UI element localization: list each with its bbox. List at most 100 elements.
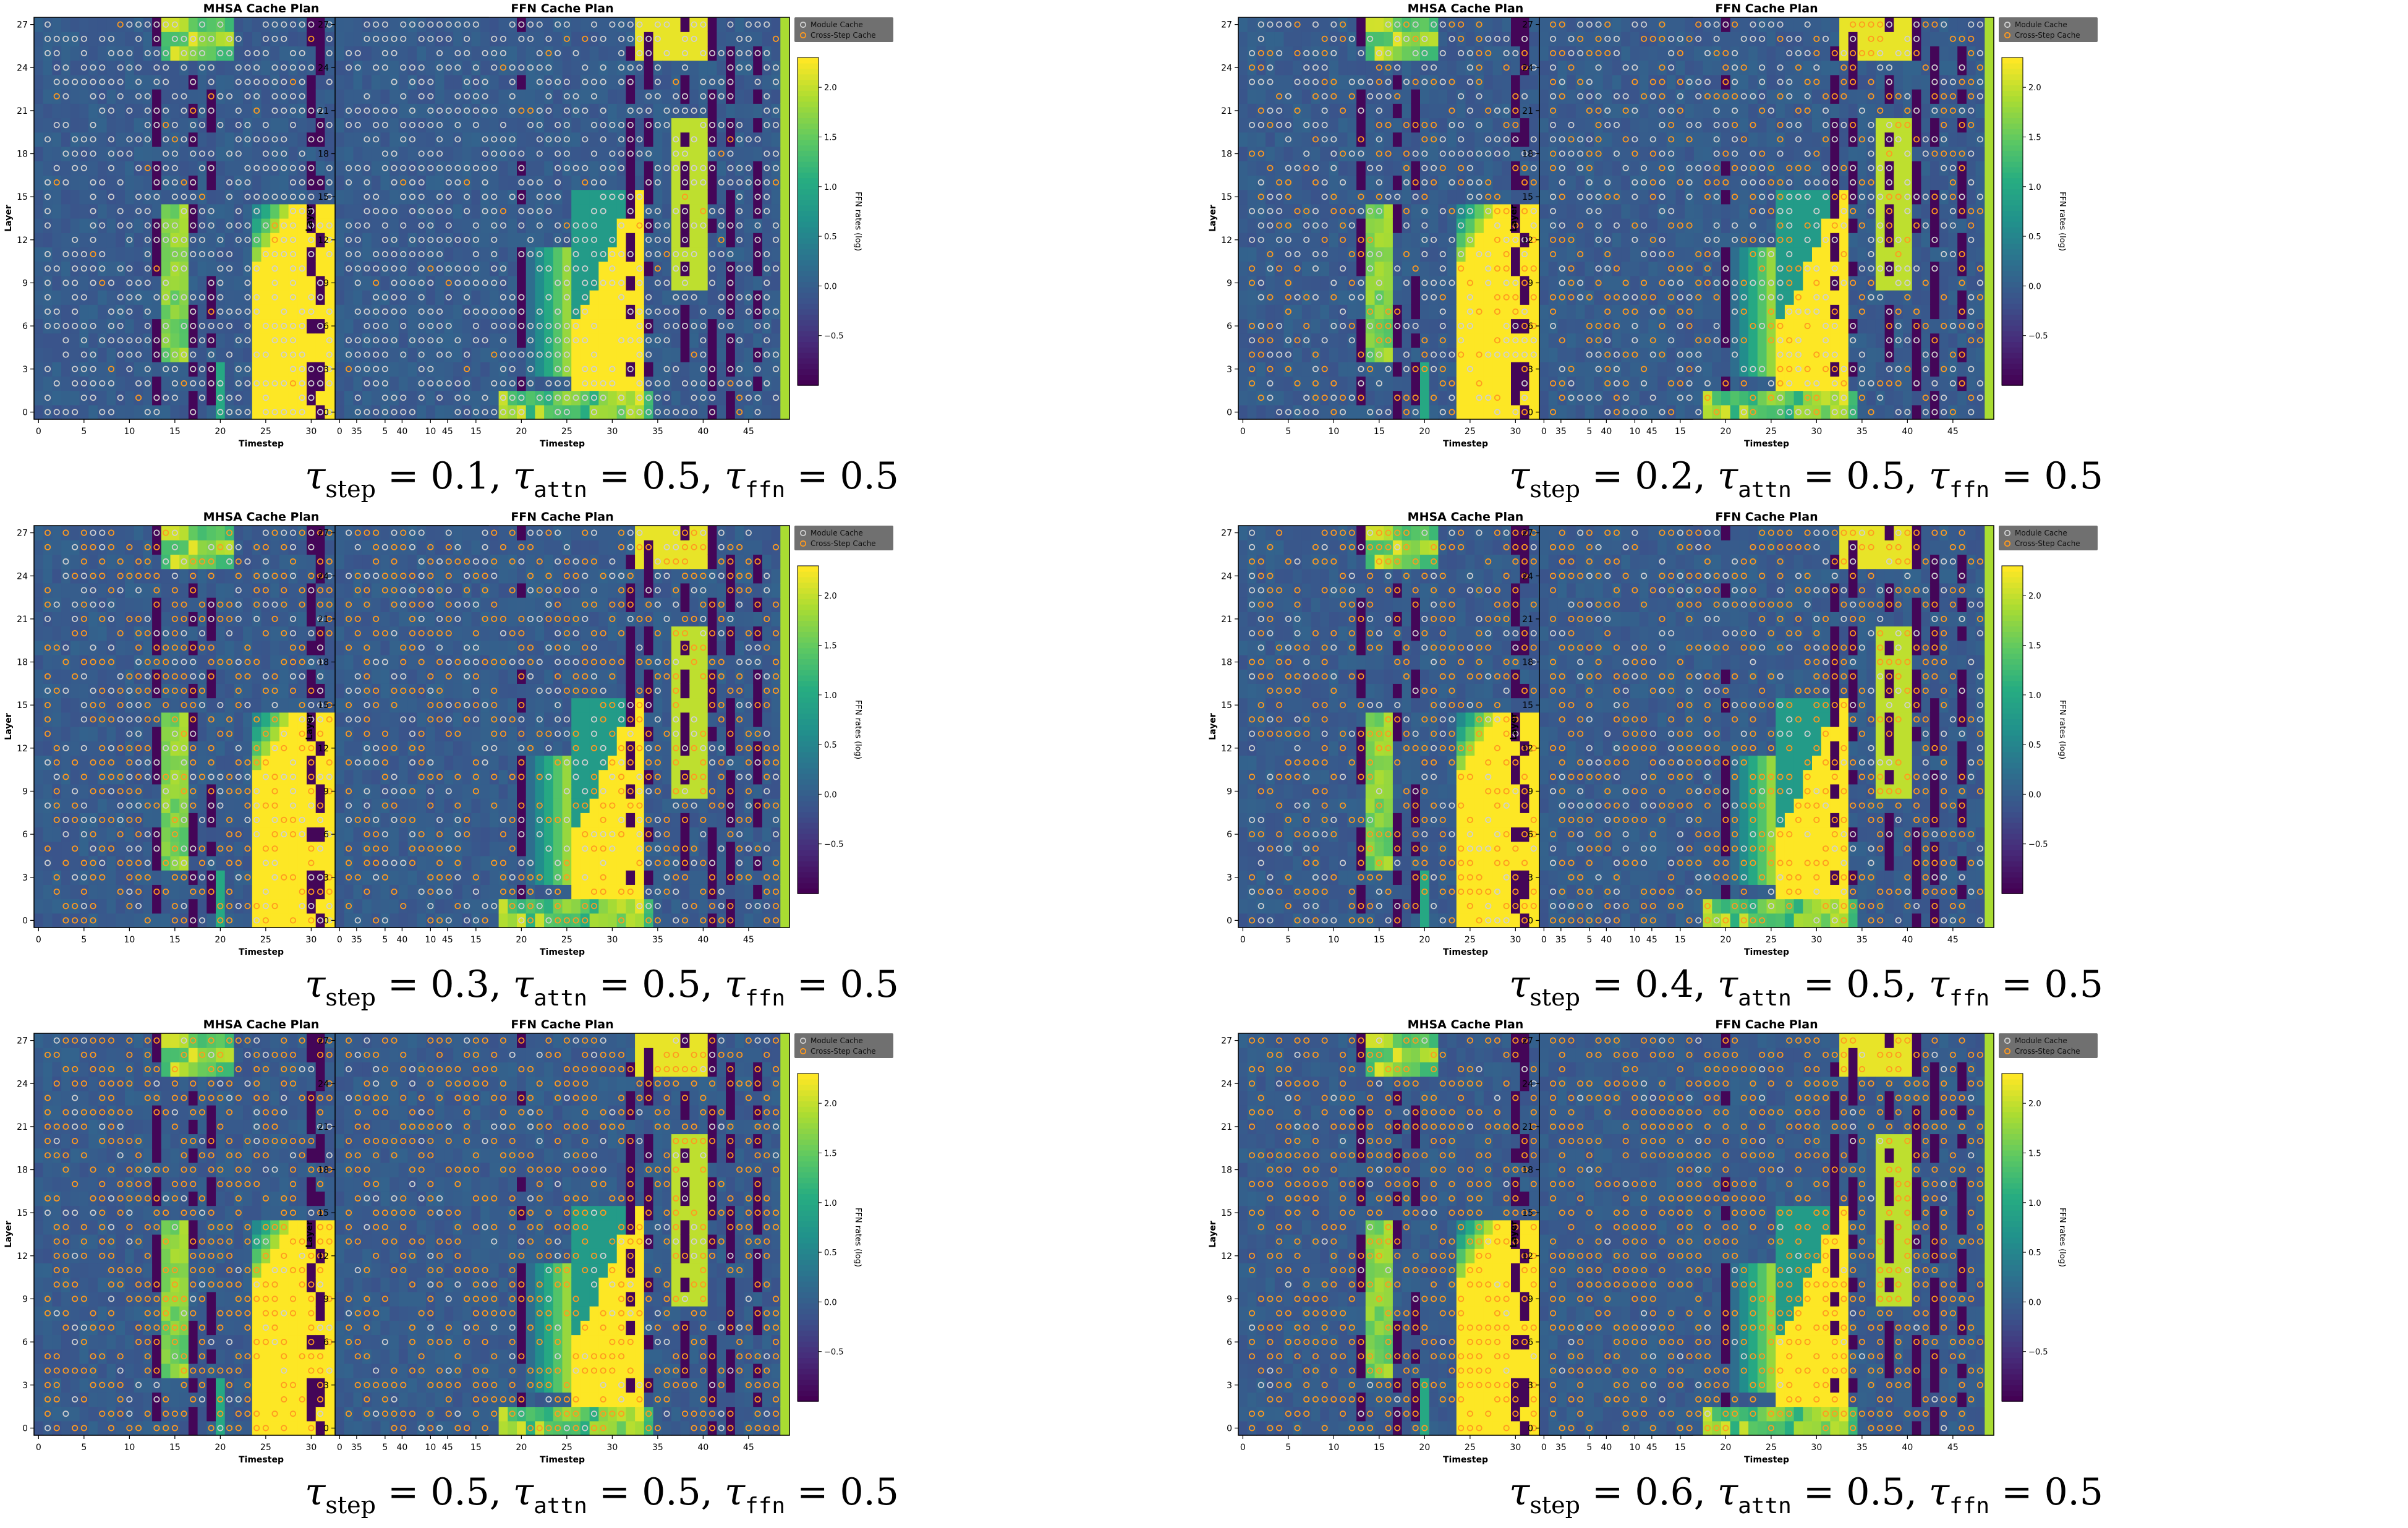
heatmap-cell <box>161 262 171 276</box>
heatmap-cell <box>472 190 481 205</box>
heatmap-cell <box>780 319 789 334</box>
heatmap-cell <box>1293 175 1302 190</box>
heatmap-cell <box>753 333 762 348</box>
heatmap-cell <box>480 233 490 247</box>
heatmap-cell <box>753 376 762 391</box>
heatmap-cell <box>444 147 453 161</box>
heatmap-cell <box>316 46 325 61</box>
heatmap-cell <box>598 362 608 377</box>
heatmap-cell <box>143 75 152 90</box>
colorbar-segment <box>798 58 819 64</box>
heatmap-cell <box>453 190 462 205</box>
heatmap-cell <box>1284 46 1293 61</box>
colorbar-segment <box>798 281 819 288</box>
heatmap-cell <box>1248 247 1257 262</box>
heatmap-cell <box>435 89 445 104</box>
heatmap-cell <box>216 32 225 46</box>
heatmap-cell <box>780 118 789 133</box>
x-tick-label: 25 <box>561 427 572 437</box>
heatmap-cell <box>1329 218 1338 233</box>
y-tick-label: 9 <box>323 278 329 288</box>
heatmap-cell <box>234 290 243 305</box>
heatmap-cell <box>270 118 279 133</box>
heatmap-cell <box>617 175 626 190</box>
heatmap-cell <box>598 46 608 61</box>
heatmap-cell <box>453 362 462 377</box>
heatmap-cell <box>389 89 399 104</box>
heatmap-cell <box>671 175 681 190</box>
heatmap-cell <box>34 61 43 75</box>
heatmap-cell <box>262 61 271 75</box>
heatmap-cell <box>335 175 344 190</box>
heatmap-cell <box>80 190 89 205</box>
heatmap-cell <box>335 376 344 391</box>
heatmap-cell <box>717 348 726 362</box>
heatmap-cell <box>234 247 243 262</box>
heatmap-cell <box>262 362 271 377</box>
heatmap-cell <box>179 391 189 406</box>
heatmap-cell <box>270 46 279 61</box>
heatmap-cell <box>735 276 744 291</box>
heatmap-cell <box>179 161 189 176</box>
heatmap-cell <box>717 276 726 291</box>
heatmap-cell <box>608 391 617 406</box>
heatmap-cell <box>234 190 243 205</box>
heatmap-cell <box>490 89 499 104</box>
heatmap-cell <box>134 147 143 161</box>
heatmap-cell <box>1238 103 1248 118</box>
heatmap-cell <box>444 118 453 133</box>
heatmap-cell <box>353 132 362 147</box>
heatmap-cell <box>270 391 279 406</box>
colorbar-segment <box>798 167 819 173</box>
x-tick-label: 35 <box>351 427 362 437</box>
y-axis-label: Layer <box>4 205 14 232</box>
heatmap-cell <box>671 32 681 46</box>
x-axis-label: Timestep <box>239 439 284 449</box>
heatmap-cell <box>508 118 517 133</box>
heatmap-cell <box>179 304 189 319</box>
colorbar-segment <box>798 364 819 370</box>
heatmap-cell <box>252 147 262 161</box>
heatmap-cell <box>689 118 699 133</box>
heatmap-cell <box>535 376 544 391</box>
heatmap-cell <box>381 276 390 291</box>
colorbar-segment <box>798 117 819 124</box>
heatmap-cell <box>34 391 43 406</box>
heatmap-cell <box>735 247 744 262</box>
heatmap-cell <box>1311 190 1321 205</box>
heatmap-cell <box>717 17 726 32</box>
heatmap-cell <box>490 290 499 305</box>
heatmap-cell <box>1266 132 1275 147</box>
heatmap-cell <box>780 262 789 276</box>
heatmap-cell <box>653 132 663 147</box>
heatmap-cell <box>608 405 617 420</box>
heatmap-cell <box>1238 362 1248 377</box>
heatmap-cell <box>435 276 445 291</box>
heatmap-cell <box>744 190 754 205</box>
heatmap-cell <box>699 190 708 205</box>
heatmap-cell <box>662 61 671 75</box>
heatmap-cell <box>1248 175 1257 190</box>
heatmap-cell <box>626 262 635 276</box>
heatmap-cell <box>206 46 216 61</box>
heatmap-cell <box>335 290 344 305</box>
heatmap-cell <box>480 362 490 377</box>
heatmap-cell <box>408 391 417 406</box>
heatmap-cell <box>1275 132 1284 147</box>
heatmap-cell <box>1311 32 1321 46</box>
heatmap-cell <box>1248 32 1257 46</box>
heatmap-cell <box>116 362 125 377</box>
heatmap-cell <box>708 103 717 118</box>
heatmap-cell <box>753 147 762 161</box>
colorbar-tick-label: −0.5 <box>824 332 844 341</box>
heatmap-cell <box>1256 161 1266 176</box>
heatmap-cell <box>143 290 152 305</box>
heatmap-cell <box>225 276 234 291</box>
heatmap-cell <box>353 17 362 32</box>
heatmap-cell <box>1293 218 1302 233</box>
heatmap-cell <box>98 391 107 406</box>
colorbar-segment <box>798 200 819 206</box>
heatmap-cell <box>161 247 171 262</box>
heatmap-cell <box>43 348 53 362</box>
heatmap-cell <box>472 46 481 61</box>
